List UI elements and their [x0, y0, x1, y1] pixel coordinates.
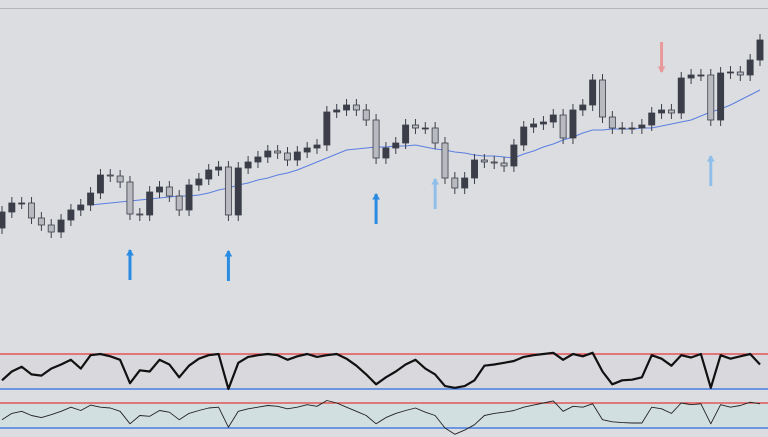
candle-body [402, 124, 410, 144]
candle-body [392, 142, 400, 149]
candle-body [313, 144, 321, 149]
signal-arrow-head [372, 193, 380, 200]
candle-body [628, 127, 636, 130]
candle-body [480, 159, 488, 163]
candle-body [451, 177, 459, 189]
candle-body [0, 211, 6, 229]
candle-body [421, 127, 429, 130]
candle-body [77, 204, 85, 211]
candle-body [215, 166, 223, 171]
candle-body [18, 202, 26, 205]
candle-body [195, 178, 203, 186]
signal-arrow-head [126, 249, 134, 256]
candle-body [303, 147, 311, 153]
candle-body [490, 161, 498, 164]
candle-body [608, 116, 616, 129]
candle-body [441, 142, 449, 179]
moving-average [90, 89, 761, 206]
candle-body [667, 109, 675, 114]
candle-body [431, 127, 439, 144]
candle-body [510, 144, 518, 167]
candle-body [677, 77, 685, 114]
candle-body [362, 109, 370, 121]
candle-body [28, 202, 35, 219]
candle-body [146, 191, 154, 216]
candle-body [372, 119, 380, 159]
candle-body [471, 159, 478, 179]
candle-body [156, 186, 163, 193]
candle-body [87, 192, 95, 206]
candle-body [106, 174, 114, 177]
candle-body [727, 71, 734, 74]
candle-body [136, 213, 144, 216]
candle-body [746, 59, 754, 76]
candle-body [67, 209, 75, 221]
candle-body [500, 162, 508, 167]
candle-body [717, 72, 725, 121]
oscillator-band [0, 354, 768, 389]
candle-body [756, 39, 764, 61]
candle-body [165, 186, 173, 197]
candle-body [658, 109, 666, 114]
candle-body [736, 71, 744, 76]
candle-body [638, 124, 646, 129]
signal-arrow-head [431, 178, 440, 185]
candle-body [8, 202, 16, 213]
candle-body [37, 217, 45, 226]
candle-body [579, 104, 587, 111]
candle-body [549, 114, 557, 123]
candle-body [687, 74, 695, 79]
candle-body [284, 152, 291, 161]
candle-body [559, 114, 567, 139]
candle-body [697, 74, 705, 77]
candle-body [461, 177, 469, 189]
candle-body [539, 121, 547, 125]
candle-body [126, 181, 134, 215]
candle-body [569, 109, 577, 139]
candle-body [530, 123, 538, 128]
candle-body [224, 166, 232, 216]
candle-body [234, 167, 242, 216]
candle-body [343, 104, 350, 111]
candle-body [352, 104, 360, 111]
signal-arrow-head [657, 66, 666, 73]
candle-body [618, 127, 626, 130]
candle-body [589, 79, 597, 106]
candle-body [648, 112, 656, 126]
oscillator-line [1, 400, 761, 435]
oscillator-band [0, 403, 768, 428]
candle-body [293, 151, 301, 161]
candle-body [244, 161, 252, 169]
candle-body [254, 156, 262, 163]
candle-body [382, 147, 390, 159]
candle-body [185, 184, 193, 211]
signal-arrow-head [224, 250, 233, 257]
candle-body [175, 195, 183, 211]
candle-body [323, 111, 331, 146]
candle-body [96, 174, 104, 194]
candle-body [116, 175, 124, 183]
candle-body [57, 219, 65, 233]
oscillator-line [1, 351, 761, 391]
candle-body [412, 124, 419, 129]
signal-arrow-head [706, 155, 715, 162]
candle-body [520, 126, 528, 146]
candle-body [599, 79, 606, 118]
candle-body [47, 224, 55, 233]
candle-body [707, 74, 715, 121]
candle-body [264, 150, 272, 158]
candle-body [274, 150, 282, 154]
candle-body [205, 169, 213, 180]
candle-body [333, 109, 341, 113]
